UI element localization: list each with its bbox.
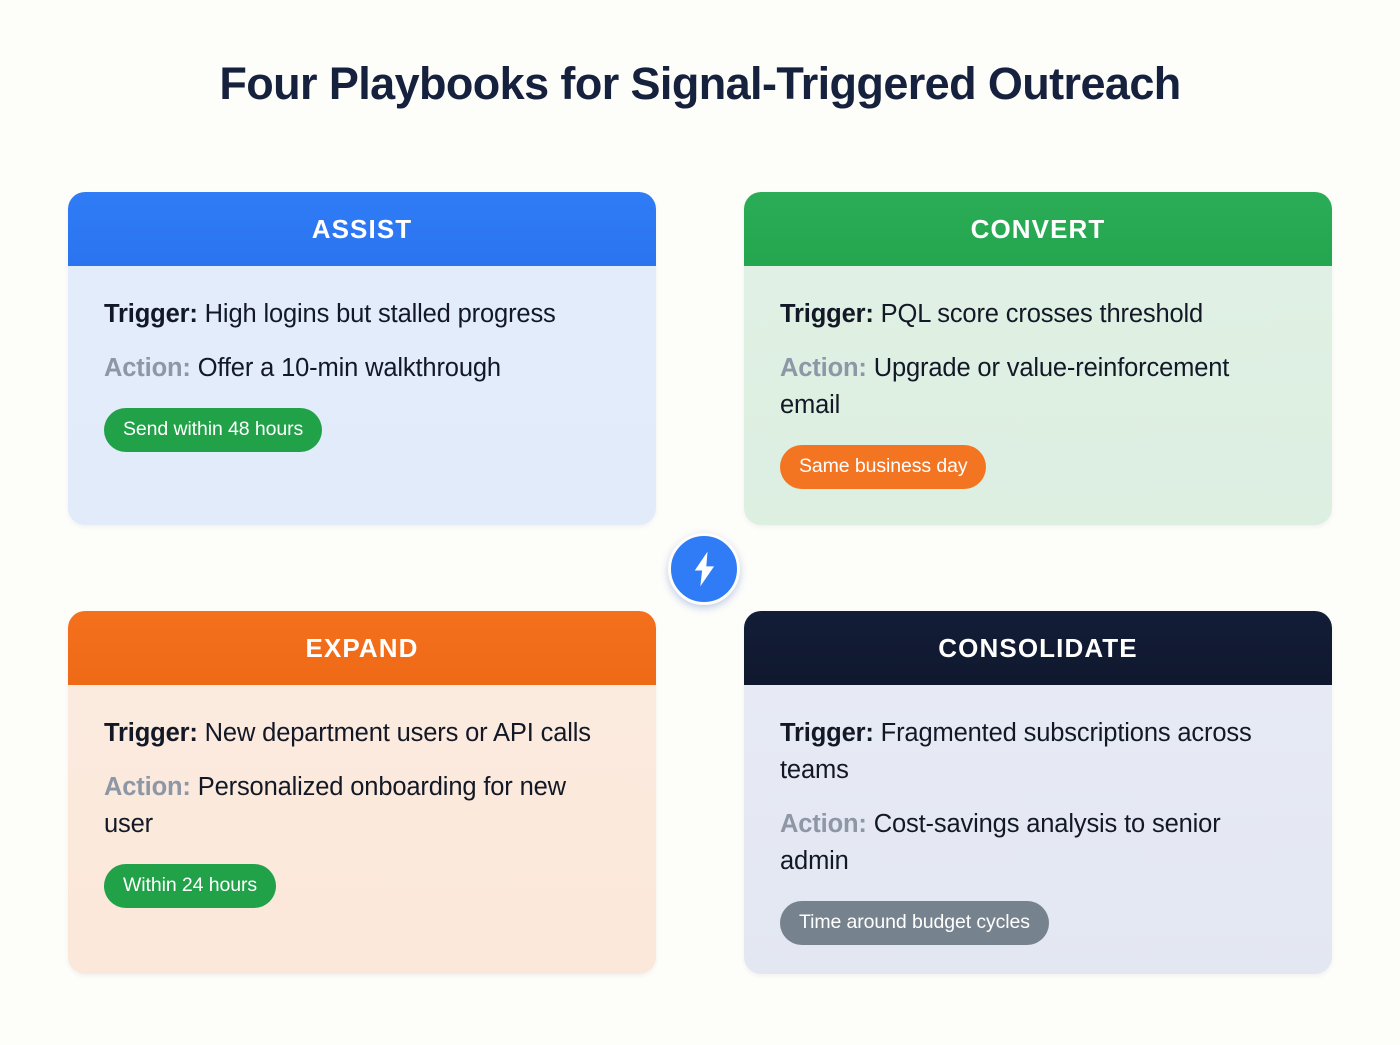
timing-badge[interactable]: Same business day xyxy=(780,444,987,490)
trigger-label: Trigger: xyxy=(780,300,874,328)
card-body-expand: Trigger: New department users or API cal… xyxy=(68,685,656,974)
action-label: Action: xyxy=(104,772,191,801)
action-text: Upgrade or value-reinforcement email xyxy=(780,353,1230,419)
badge-wrap: Same business day xyxy=(780,444,1296,490)
trigger-line: Trigger: High logins but stalled progres… xyxy=(104,296,620,333)
timing-badge[interactable]: Time around budget cycles xyxy=(780,900,1049,946)
trigger-label: Trigger: xyxy=(104,719,198,747)
trigger-text: New department users or API calls xyxy=(197,719,591,747)
playbook-card-expand[interactable]: EXPAND Trigger: New department users or … xyxy=(68,611,656,974)
playbook-card-consolidate[interactable]: CONSOLIDATE Trigger: Fragmented subscrip… xyxy=(744,611,1332,974)
action-text: Cost-savings analysis to senior admin xyxy=(780,809,1221,875)
playbook-card-convert[interactable]: CONVERT Trigger: PQL score crosses thres… xyxy=(744,192,1332,525)
action-line: Action: Cost-savings analysis to senior … xyxy=(780,806,1296,880)
badge-wrap: Send within 48 hours xyxy=(104,407,620,453)
card-header-convert: CONVERT xyxy=(744,192,1332,266)
action-label: Action: xyxy=(780,809,867,838)
playbook-card-assist[interactable]: ASSIST Trigger: High logins but stalled … xyxy=(68,192,656,525)
action-text: Offer a 10-min walkthrough xyxy=(190,353,501,382)
badge-wrap: Within 24 hours xyxy=(104,863,620,909)
card-header-assist: ASSIST xyxy=(68,192,656,266)
timing-badge[interactable]: Send within 48 hours xyxy=(104,407,323,453)
action-text: Personalized onboarding for new user xyxy=(104,772,566,838)
card-body-assist: Trigger: High logins but stalled progres… xyxy=(68,266,656,525)
trigger-text: Fragmented subscriptions across teams xyxy=(780,719,1252,784)
trigger-text: PQL score crosses threshold xyxy=(873,300,1204,328)
card-body-convert: Trigger: PQL score crosses threshold Act… xyxy=(744,266,1332,525)
trigger-line: Trigger: PQL score crosses threshold xyxy=(780,296,1296,333)
trigger-line: Trigger: Fragmented subscriptions across… xyxy=(780,715,1296,789)
card-body-consolidate: Trigger: Fragmented subscriptions across… xyxy=(744,685,1332,974)
badge-wrap: Time around budget cycles xyxy=(780,900,1296,946)
center-hub xyxy=(668,533,740,605)
timing-badge[interactable]: Within 24 hours xyxy=(104,863,276,909)
trigger-label: Trigger: xyxy=(780,719,874,747)
trigger-line: Trigger: New department users or API cal… xyxy=(104,715,620,752)
card-header-expand: EXPAND xyxy=(68,611,656,685)
action-line: Action: Offer a 10-min walkthrough xyxy=(104,350,620,387)
trigger-text: High logins but stalled progress xyxy=(197,300,556,328)
trigger-label: Trigger: xyxy=(104,300,198,328)
card-header-consolidate: CONSOLIDATE xyxy=(744,611,1332,685)
action-line: Action: Personalized onboarding for new … xyxy=(104,769,620,843)
playbook-card-grid: ASSIST Trigger: High logins but stalled … xyxy=(68,192,1332,974)
action-label: Action: xyxy=(104,353,191,382)
page-title: Four Playbooks for Signal-Triggered Outr… xyxy=(219,58,1181,109)
action-line: Action: Upgrade or value-reinforcement e… xyxy=(780,350,1296,424)
lightning-bolt-icon xyxy=(687,550,721,588)
action-label: Action: xyxy=(780,353,867,382)
